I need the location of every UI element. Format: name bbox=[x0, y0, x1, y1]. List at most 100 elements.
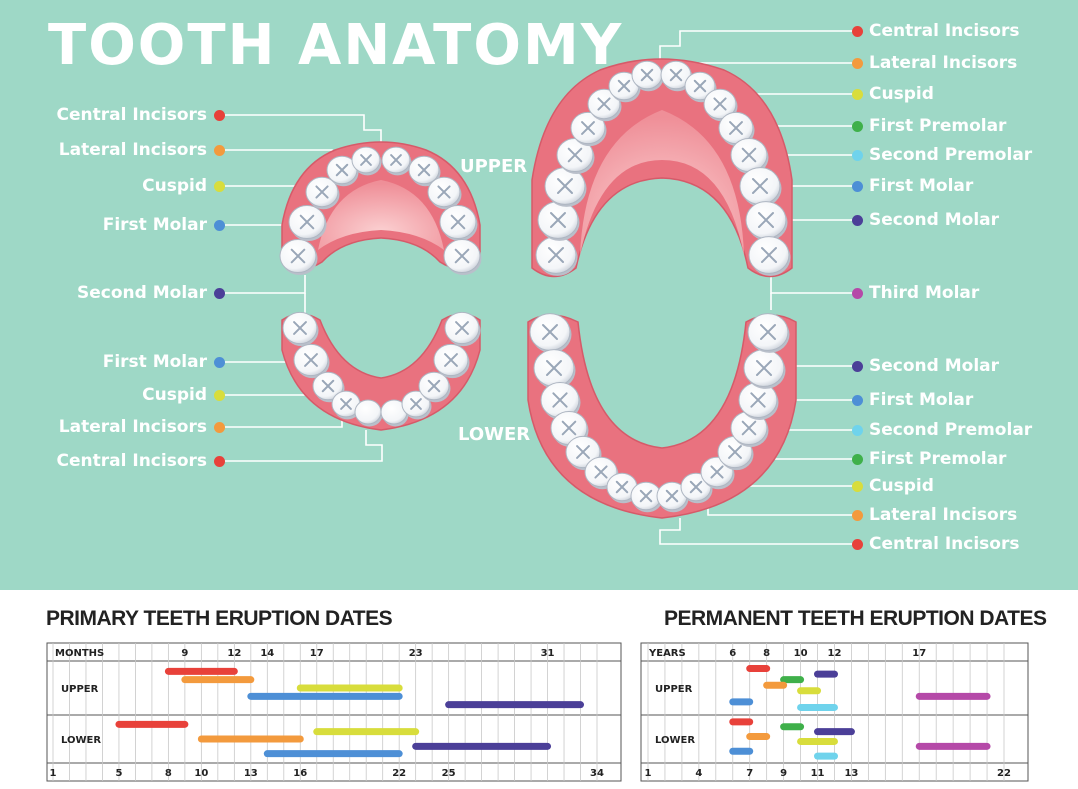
tooth-label: Lateral Incisors bbox=[869, 53, 1018, 73]
tooth bbox=[439, 204, 478, 242]
tooth-label: Third Molar bbox=[869, 283, 980, 303]
top-tick-label: 8 bbox=[763, 648, 770, 659]
row-label-lower: LOWER bbox=[655, 735, 695, 746]
tooth-label: First Molar bbox=[102, 215, 207, 235]
tooth-fissure bbox=[576, 445, 590, 459]
tooth bbox=[533, 349, 576, 389]
tooth bbox=[380, 399, 409, 427]
color-key-dot bbox=[852, 288, 863, 299]
tooth bbox=[743, 349, 786, 389]
leader-line bbox=[770, 275, 857, 294]
leader-lines bbox=[219, 30, 857, 545]
tooth-fissure bbox=[567, 147, 583, 163]
tooth bbox=[288, 204, 327, 242]
tooth-fissure bbox=[760, 324, 776, 340]
tooth-fissure bbox=[450, 214, 466, 230]
tooth-fissure bbox=[293, 321, 307, 335]
color-key-dot bbox=[852, 121, 863, 132]
tooth-fissure bbox=[299, 214, 315, 230]
tooth-fissure bbox=[410, 398, 422, 410]
tooth-fissure bbox=[335, 163, 349, 177]
tooth bbox=[730, 137, 769, 175]
color-key-dot bbox=[852, 89, 863, 100]
tooth-fissure bbox=[437, 185, 451, 199]
tooth-fissure bbox=[304, 353, 318, 367]
tooth-crown bbox=[354, 399, 382, 425]
top-tick-label: 17 bbox=[912, 648, 926, 659]
tooth-label: First Molar bbox=[869, 390, 974, 410]
tooth bbox=[556, 137, 595, 175]
tooth-fissure bbox=[665, 489, 679, 503]
tooth bbox=[312, 371, 345, 403]
tooth bbox=[606, 472, 639, 504]
tooth-fissure bbox=[689, 480, 703, 494]
tooth bbox=[381, 146, 412, 176]
bottom-tick-label: 16 bbox=[293, 768, 307, 779]
color-key-dot bbox=[214, 288, 225, 299]
tooth bbox=[544, 167, 587, 207]
color-key-dot bbox=[852, 215, 863, 226]
color-key-dot bbox=[852, 539, 863, 550]
tooth-fissure bbox=[417, 163, 431, 177]
tooth-fissure bbox=[741, 147, 757, 163]
palate bbox=[580, 110, 744, 255]
tooth-fissure bbox=[581, 121, 595, 135]
tooth bbox=[745, 201, 788, 241]
tooth-fissure bbox=[557, 178, 573, 194]
tooth bbox=[748, 236, 791, 276]
tooth-label: Second Molar bbox=[869, 356, 999, 376]
color-key-dot bbox=[852, 395, 863, 406]
tooth-fissure bbox=[315, 185, 329, 199]
permanent-chart-title: PERMANENT TEETH ERUPTION DATES bbox=[664, 607, 1047, 630]
tooth-fissure bbox=[550, 212, 566, 228]
top-tick-label: 23 bbox=[409, 648, 423, 659]
tooth-label: Second Molar bbox=[77, 283, 207, 303]
color-key-dot bbox=[852, 361, 863, 372]
primary-chart: UPPER LOWER MONTHS 9 12 14 17 23 31 1 5 8 10 13 16 22 25… bbox=[46, 642, 622, 782]
bottom-tick-label: 22 bbox=[997, 768, 1011, 779]
tooth-fissure bbox=[548, 247, 564, 263]
bottom-tick-label: 1 bbox=[645, 768, 652, 779]
bottom-tick-label: 7 bbox=[746, 768, 753, 779]
tooth bbox=[418, 371, 451, 403]
color-key-dot bbox=[852, 425, 863, 436]
tooth-fissure bbox=[741, 420, 757, 436]
color-key-dot bbox=[214, 456, 225, 467]
tooth-fissure bbox=[728, 445, 742, 459]
bottom-tick-label: 22 bbox=[392, 768, 406, 779]
color-key-dot bbox=[852, 181, 863, 192]
tooth bbox=[305, 176, 340, 210]
tooth-label: Second Premolar bbox=[869, 145, 1033, 165]
bottom-tick-label: 11 bbox=[811, 768, 825, 779]
tooth-fissure bbox=[290, 248, 306, 264]
top-tick-label: 14 bbox=[260, 648, 274, 659]
tooth-label: Cuspid bbox=[142, 385, 207, 405]
tooth bbox=[282, 311, 319, 347]
leader-line bbox=[659, 30, 857, 60]
tooth-label: Second Molar bbox=[869, 210, 999, 230]
tooth-fissure bbox=[617, 79, 631, 93]
tooth-fissure bbox=[340, 398, 352, 410]
tooth-fissure bbox=[758, 212, 774, 228]
tooth bbox=[747, 313, 790, 353]
unit-label: MONTHS bbox=[55, 648, 104, 659]
tooth-fissure bbox=[756, 360, 772, 376]
jaw-shapes bbox=[279, 58, 797, 519]
bottom-tick-label: 4 bbox=[695, 768, 702, 779]
bottom-tick-label: 1 bbox=[50, 768, 57, 779]
tooth-label: Central Incisors bbox=[869, 534, 1020, 554]
bottom-tick-label: 25 bbox=[442, 768, 456, 779]
tooth-label: First Molar bbox=[102, 352, 207, 372]
tooth-label: Central Incisors bbox=[56, 451, 207, 471]
color-key-dot bbox=[214, 220, 225, 231]
tooth-label: First Premolar bbox=[869, 449, 1007, 469]
tooth bbox=[631, 60, 664, 92]
tooth bbox=[656, 481, 689, 513]
leader-line bbox=[707, 502, 857, 516]
tooth-label: Cuspid bbox=[869, 84, 934, 104]
tooth bbox=[444, 311, 481, 347]
tooth-label: Central Incisors bbox=[56, 105, 207, 125]
tooth bbox=[608, 71, 641, 103]
lower-jaw-label: LOWER bbox=[458, 424, 531, 445]
color-key-dot bbox=[852, 510, 863, 521]
